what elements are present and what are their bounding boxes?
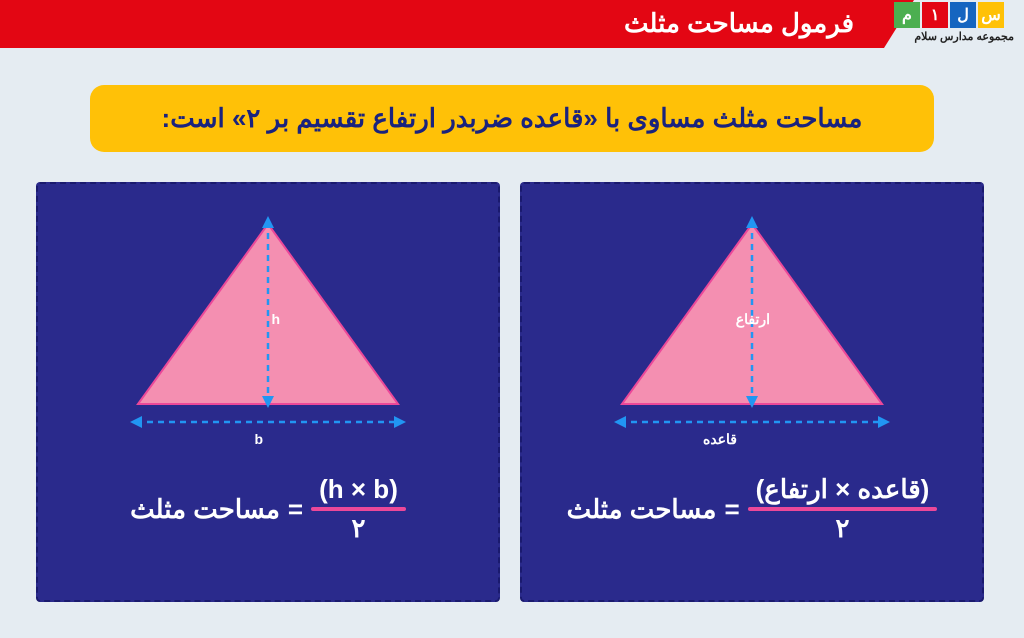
logo-box: س bbox=[978, 2, 1004, 28]
formula-latin: (h × b) ۲ = مساحت مثلث bbox=[58, 474, 478, 544]
triangle-diagram-latin: h b bbox=[58, 204, 478, 454]
header: فرمول مساحت مثلث سل۱م مجموعه مدارس سلام bbox=[0, 0, 1024, 60]
logo-box: م bbox=[894, 2, 920, 28]
panels-row: ارتفاع قاعده (قاعده × ارتفاع) ۲ = مساحت … bbox=[0, 152, 1024, 602]
logo-box: ل bbox=[950, 2, 976, 28]
logo-subtitle: مجموعه مدارس سلام bbox=[894, 30, 1014, 43]
formula-fraction: (h × b) ۲ bbox=[311, 474, 406, 544]
callout-box: مساحت مثلث مساوی با «قاعده ضربدر ارتفاع … bbox=[90, 85, 934, 152]
page-title: فرمول مساحت مثلث bbox=[0, 0, 884, 39]
panel-latin: h b (h × b) ۲ = مساحت مثلث bbox=[36, 182, 500, 602]
callout-text: مساحت مثلث مساوی با «قاعده ضربدر ارتفاع … bbox=[120, 103, 904, 134]
svg-text:قاعده: قاعده bbox=[703, 431, 737, 447]
triangle-diagram-persian: ارتفاع قاعده bbox=[542, 204, 962, 454]
svg-text:h: h bbox=[271, 311, 280, 327]
formula-lhs: مساحت مثلث bbox=[567, 494, 717, 525]
logo-box: ۱ bbox=[922, 2, 948, 28]
formula-fraction: (قاعده × ارتفاع) ۲ bbox=[748, 474, 938, 544]
formula-lhs: مساحت مثلث bbox=[130, 494, 280, 525]
formula-persian: (قاعده × ارتفاع) ۲ = مساحت مثلث bbox=[542, 474, 962, 544]
panel-persian: ارتفاع قاعده (قاعده × ارتفاع) ۲ = مساحت … bbox=[520, 182, 984, 602]
logo: سل۱م مجموعه مدارس سلام bbox=[894, 2, 1014, 43]
svg-text:ارتفاع: ارتفاع bbox=[736, 311, 770, 328]
svg-text:b: b bbox=[254, 431, 263, 447]
title-banner: فرمول مساحت مثلث bbox=[0, 0, 884, 48]
